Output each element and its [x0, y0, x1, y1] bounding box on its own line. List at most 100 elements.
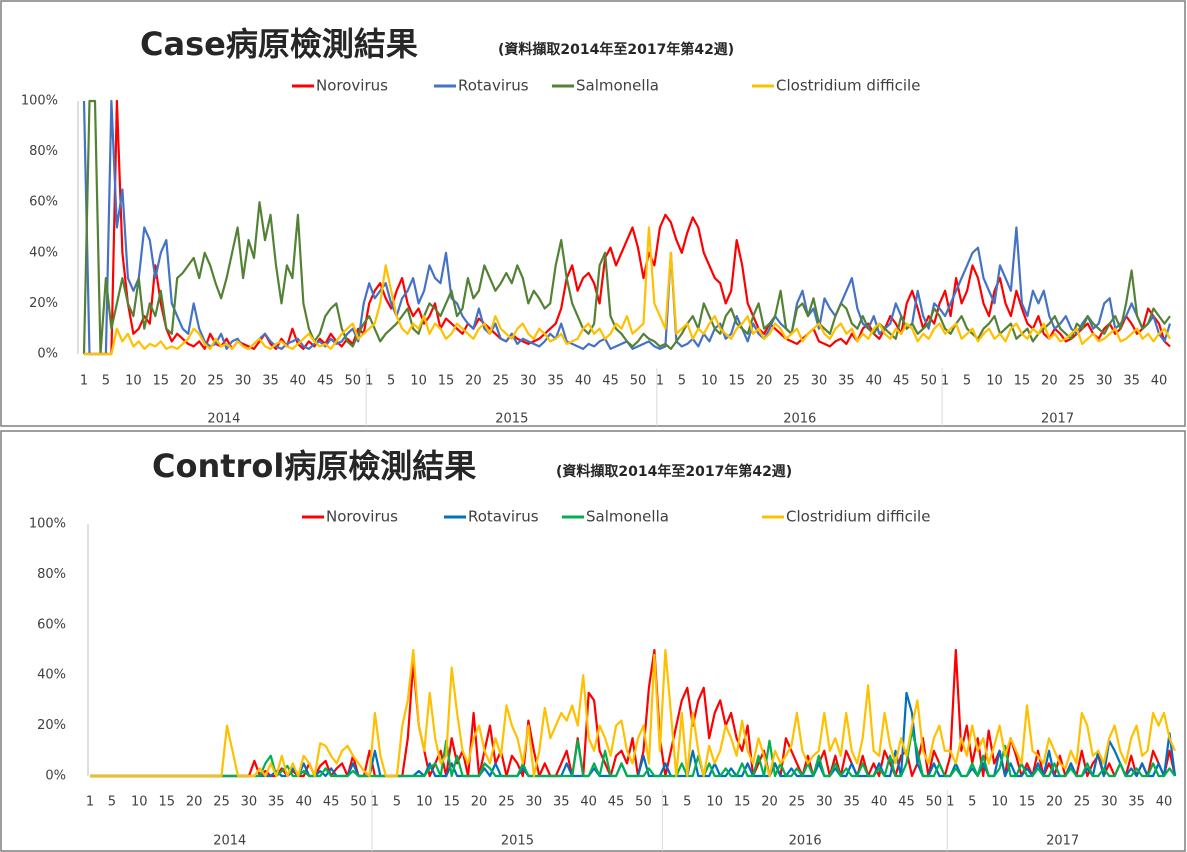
year-label: 2016 — [783, 412, 816, 427]
x-tick-label: 50 — [635, 795, 652, 810]
legend-label: Rotavirus — [458, 77, 529, 95]
year-label: 2014 — [213, 834, 246, 849]
x-tick-label: 30 — [1101, 795, 1118, 810]
x-tick-label: 5 — [387, 374, 395, 389]
x-tick-label: 15 — [153, 374, 170, 389]
x-tick-label: 35 — [1128, 795, 1145, 810]
series-line — [90, 648, 1177, 778]
y-tick-label: 0% — [37, 347, 58, 362]
x-tick-label: 10 — [706, 795, 723, 810]
x-tick-label: 35 — [1123, 374, 1140, 389]
x-tick-label: 15 — [438, 374, 455, 389]
y-tick-label: 80% — [29, 144, 58, 159]
x-tick-label: 30 — [235, 374, 252, 389]
x-tick-label: 10 — [125, 374, 142, 389]
x-tick-label: 45 — [323, 795, 340, 810]
x-tick-label: 10 — [131, 795, 148, 810]
x-tick-label: 30 — [526, 795, 543, 810]
year-label: 2017 — [1041, 412, 1074, 427]
x-tick-label: 40 — [1151, 374, 1168, 389]
x-tick-label: 30 — [520, 374, 537, 389]
x-tick-label: 20 — [1041, 374, 1058, 389]
year-label: 2014 — [207, 412, 240, 427]
x-tick-label: 5 — [393, 795, 401, 810]
x-tick-label: 15 — [1019, 795, 1036, 810]
x-tick-label: 20 — [186, 795, 203, 810]
y-tick-label: 60% — [37, 617, 66, 632]
x-tick-label: 25 — [213, 795, 230, 810]
y-tick-label: 40% — [37, 668, 66, 683]
legend-label: Norovirus — [326, 508, 398, 526]
x-tick-label: 5 — [108, 795, 116, 810]
series-line — [82, 99, 1171, 356]
series-line — [84, 226, 1171, 356]
x-tick-label: 1 — [80, 374, 88, 389]
x-tick-label: 5 — [102, 374, 110, 389]
x-tick-label: 45 — [893, 374, 910, 389]
x-tick-label: 30 — [811, 374, 828, 389]
x-tick-label: 25 — [498, 795, 515, 810]
x-tick-label: 30 — [241, 795, 258, 810]
x-tick-label: 40 — [580, 795, 597, 810]
x-tick-label: 5 — [678, 374, 686, 389]
x-tick-label: 15 — [1014, 374, 1031, 389]
chart-subtitle: (資料擷取2014年至2017年第42週) — [498, 41, 734, 58]
x-tick-label: 50 — [926, 795, 943, 810]
x-tick-label: 5 — [963, 374, 971, 389]
x-tick-label: 1 — [656, 374, 664, 389]
chart-title: Control病原檢測結果 — [152, 447, 476, 485]
x-tick-label: 10 — [410, 374, 427, 389]
x-tick-label: 10 — [986, 374, 1003, 389]
x-tick-label: 35 — [553, 795, 570, 810]
x-tick-label: 25 — [1068, 374, 1085, 389]
x-tick-label: 40 — [290, 374, 307, 389]
chart-title: Case病原檢測結果 — [140, 25, 418, 63]
y-tick-label: 60% — [29, 195, 58, 210]
x-tick-label: 25 — [493, 374, 510, 389]
x-tick-label: 35 — [547, 374, 564, 389]
y-tick-label: 80% — [37, 567, 66, 582]
x-tick-label: 20 — [471, 795, 488, 810]
y-tick-label: 40% — [29, 245, 58, 260]
x-tick-label: 40 — [871, 795, 888, 810]
y-tick-label: 20% — [37, 718, 66, 733]
x-tick-label: 5 — [683, 795, 691, 810]
legend-label: Clostridium difficile — [786, 508, 930, 526]
x-tick-label: 45 — [317, 374, 334, 389]
x-tick-label: 1 — [941, 374, 949, 389]
x-tick-label: 35 — [262, 374, 279, 389]
x-tick-label: 20 — [756, 374, 773, 389]
x-tick-label: 25 — [789, 795, 806, 810]
x-tick-label: 10 — [416, 795, 433, 810]
series-line — [90, 648, 1177, 778]
x-tick-label: 40 — [295, 795, 312, 810]
year-label: 2017 — [1046, 834, 1079, 849]
x-tick-label: 5 — [968, 795, 976, 810]
x-tick-label: 35 — [843, 795, 860, 810]
x-tick-label: 40 — [575, 374, 592, 389]
x-tick-label: 40 — [866, 374, 883, 389]
x-tick-label: 15 — [158, 795, 175, 810]
x-tick-label: 50 — [344, 374, 361, 389]
x-tick-label: 25 — [1074, 795, 1091, 810]
x-tick-label: 40 — [1156, 795, 1173, 810]
x-tick-label: 25 — [783, 374, 800, 389]
x-tick-label: 30 — [816, 795, 833, 810]
x-tick-label: 1 — [946, 795, 954, 810]
control-panel-frame — [0, 430, 1186, 852]
case-panel-frame — [0, 0, 1186, 427]
x-tick-label: 1 — [371, 795, 379, 810]
x-tick-label: 10 — [991, 795, 1008, 810]
year-label: 2015 — [495, 412, 528, 427]
year-label: 2015 — [501, 834, 534, 849]
x-tick-label: 1 — [661, 795, 669, 810]
y-tick-label: 100% — [21, 94, 58, 109]
x-tick-label: 1 — [86, 795, 94, 810]
legend-label: Salmonella — [576, 77, 659, 95]
y-tick-label: 100% — [29, 517, 66, 532]
x-tick-label: 15 — [734, 795, 751, 810]
x-tick-label: 50 — [350, 795, 367, 810]
x-tick-label: 45 — [608, 795, 625, 810]
x-tick-label: 35 — [838, 374, 855, 389]
chart-subtitle: (資料擷取2014年至2017年第42週) — [556, 463, 792, 480]
